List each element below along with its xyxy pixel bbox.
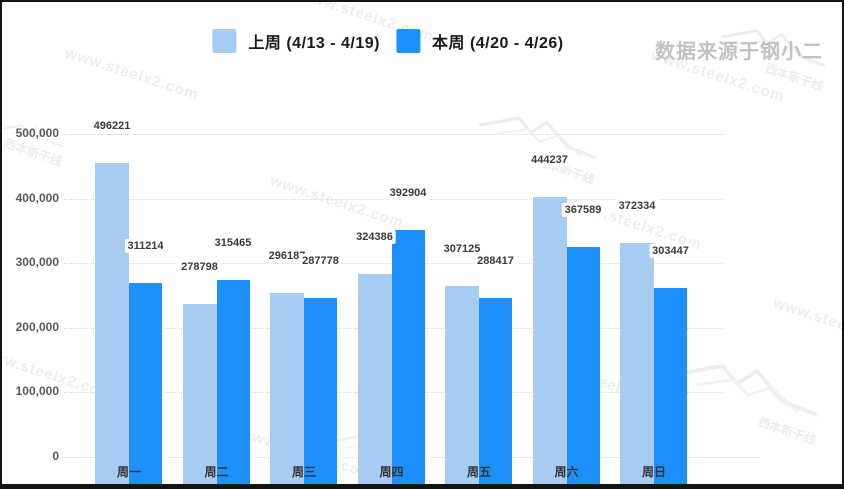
bar-value-label: 324386 [353,230,396,245]
bar-thisweek-周五[interactable] [479,297,512,484]
x-axis-label-周日: 周日 [641,465,667,479]
x-axis-label-周三: 周三 [291,465,317,479]
x-axis-label-周二: 周二 [204,465,229,479]
legend-swatch-this-week [396,29,420,53]
y-axis-tick-label: 400,000 [15,190,59,205]
data-source-label: 数据来源于钢小二 [655,41,823,63]
y-axis-tick-label: 500,000 [15,126,59,140]
bar-lastweek-周三[interactable] [270,292,304,484]
bar-thisweek-周三[interactable] [304,298,337,484]
bar-value-label: 496221 [90,119,134,134]
legend-label-last-week: 上周 (4/13 - 4/19) [248,35,380,52]
x-axis-label-周一: 周一 [116,465,142,479]
x-axis-label-周六: 周六 [554,465,579,479]
bar-lastweek-周日[interactable] [620,243,654,484]
bar-value-label: 372334 [615,199,659,214]
bar-value-label: 288417 [474,253,517,268]
bar-thisweek-周二[interactable] [216,280,250,484]
legend-label-this-week: 本周 (4/20 - 4/26) [432,35,564,52]
x-axis-label-周五: 周五 [466,465,492,479]
bar-value-label: 307125 [440,241,484,256]
bar-thisweek-周一[interactable] [129,282,162,484]
bar-value-label: 392904 [386,186,430,201]
brand-logo-watermark: 西本新干线 [2,114,70,169]
bar-lastweek-周一[interactable] [95,163,129,484]
bar-value-label: 278798 [178,259,221,274]
site-url-watermark: www.steelx2.com [268,172,406,232]
brand-logo-watermark: 西本新干线 [468,97,608,187]
bar-thisweek-周六[interactable] [566,246,600,484]
bar-value-label: 367589 [561,202,605,217]
bar-lastweek-周四[interactable] [357,274,392,484]
y-axis-tick-label: 100,000 [15,384,59,399]
bar-value-label: 296187 [265,248,309,263]
bar-value-label: 303447 [649,243,692,258]
bar-lastweek-周二[interactable] [182,303,217,484]
mountain-logo-icon [672,363,818,417]
legend-swatch-last-week [212,29,237,53]
site-url-watermark: www.steelx2.com [63,44,201,104]
legend-item-this-week[interactable]: 本周 (4/20 - 4/26) [396,29,564,53]
bar-thisweek-周日[interactable] [654,287,687,484]
y-axis-tick-label: 0 [52,449,59,463]
y-axis-tick-label: 300,000 [15,255,59,270]
y-axis-tick-label: 200,000 [15,319,59,334]
bar-value-label: 315465 [211,236,255,251]
bar-lastweek-周五[interactable] [445,285,479,484]
bar-value-label: 287778 [299,254,342,269]
bar-value-label: 444237 [528,153,571,168]
gridline-y500000 [64,134,724,135]
x-axis-label-周四: 周四 [379,465,404,479]
bar-thisweek-周四[interactable] [391,230,425,484]
legend-item-last-week[interactable]: 上周 (4/13 - 4/19) [212,29,380,53]
site-url-watermark: www.steelx2.com [771,294,844,354]
bar-value-label: 311214 [124,238,167,253]
bar-lastweek-周六[interactable] [532,197,567,484]
chart-legend: 上周 (4/13 - 4/19) 本周 (4/20 - 4/26) [212,29,563,53]
